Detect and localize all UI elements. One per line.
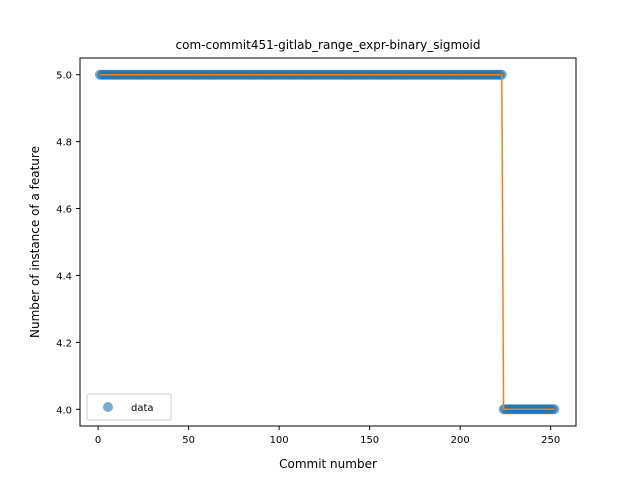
legend: data <box>86 393 172 421</box>
fit-line <box>99 73 555 411</box>
y-tick-label: 4.6 <box>56 205 72 216</box>
y-tick-label: 4.2 <box>56 338 72 349</box>
legend-label-data: data <box>131 403 154 414</box>
legend-box <box>86 393 172 421</box>
y-tick-label: 4.0 <box>56 405 72 416</box>
y-axis-label: Number of instance of a feature <box>28 146 42 338</box>
x-tick-label: 0 <box>95 435 101 446</box>
legend-marker-data <box>103 402 113 412</box>
chart-title: com-commit451-gitlab_range_expr-binary_s… <box>176 38 481 52</box>
x-tick-label: 250 <box>541 435 560 446</box>
x-axis: 0 50 100 150 200 250 <box>95 426 560 446</box>
y-axis: 4.0 4.2 4.4 4.6 4.8 5.0 <box>56 71 80 416</box>
plot-area <box>94 69 560 415</box>
x-tick-label: 100 <box>270 435 289 446</box>
y-tick-label: 4.4 <box>56 271 72 282</box>
x-tick-label: 200 <box>451 435 470 446</box>
y-tick-label: 5.0 <box>56 71 72 82</box>
x-tick-label: 150 <box>360 435 379 446</box>
y-tick-label: 4.8 <box>56 138 72 149</box>
axes-frame <box>79 57 577 427</box>
x-axis-label: Commit number <box>279 457 377 471</box>
x-tick-label: 50 <box>182 435 195 446</box>
